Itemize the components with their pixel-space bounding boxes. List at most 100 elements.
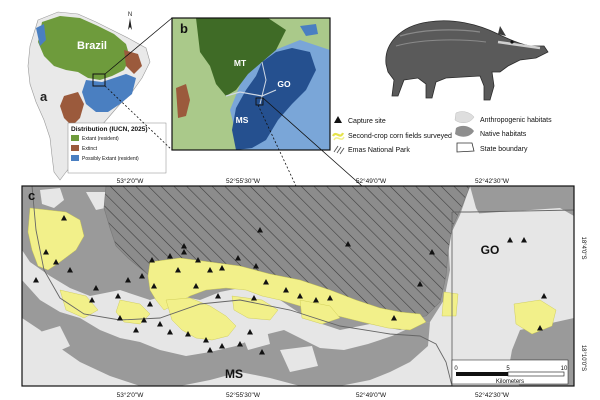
capture-site-triangle — [259, 349, 265, 355]
lat-tick: 18°4'0"S — [580, 236, 586, 259]
capture-site-triangle — [297, 293, 303, 299]
capture-site-triangle — [149, 257, 155, 263]
capture-site-triangle — [541, 293, 547, 299]
lon-ticks-top: 53°2'0"W 52°55'30"W 52°49'0"W 52°42'30"W — [117, 177, 510, 185]
svg-text:5: 5 — [506, 366, 510, 372]
capture-site-triangle — [185, 331, 191, 337]
panel-c: c GO MS 53°2'0"W 52°55'30"W 52°49'0"W 52… — [21, 177, 586, 399]
corn-field — [513, 299, 557, 335]
range-possibly-extant-2 — [36, 24, 46, 46]
lon-tick: 52°49'0"W — [356, 177, 387, 185]
capture-site-triangle — [283, 287, 289, 293]
hatch-swatch — [333, 145, 345, 155]
lon-tick: 53°2'0"W — [117, 177, 145, 185]
capture-site-triangle — [219, 343, 225, 349]
lon-tick: 52°42'30"W — [475, 391, 510, 399]
panel-c-letter: c — [28, 188, 35, 203]
range-extinct-2 — [124, 50, 142, 74]
capture-site-triangle — [237, 341, 243, 347]
capture-site-triangle — [167, 253, 173, 259]
corn-field — [231, 295, 279, 321]
state-label-go-c: GO — [481, 243, 500, 257]
capture-site-triangle — [537, 325, 543, 331]
capture-site-triangle — [93, 285, 99, 291]
capture-site-triangle — [195, 257, 201, 263]
state-label-ms-c: MS — [225, 367, 243, 381]
svg-text:0: 0 — [454, 366, 458, 372]
capture-site-triangle — [67, 267, 73, 273]
state-boundary — [31, 186, 453, 386]
lon-tick: 52°55'30"W — [226, 391, 261, 399]
study-area-box — [92, 73, 106, 87]
capture-site-triangle — [215, 293, 221, 299]
capture-site-triangle — [167, 329, 173, 335]
capture-site-triangle — [207, 267, 213, 273]
capture-site-triangle — [327, 295, 333, 301]
scale-bar: 0 5 10 Kilometers — [451, 359, 569, 385]
capture-site-triangle — [115, 293, 121, 299]
study-area-box-b — [255, 97, 264, 106]
capture-site-triangle — [251, 295, 257, 301]
state-label-ms: MS — [236, 115, 249, 125]
svg-text:Emas National Park: Emas National Park — [348, 147, 410, 154]
lat-tick: 18°10'0"S — [580, 345, 586, 371]
connector-line — [104, 85, 173, 151]
corn-field — [27, 207, 85, 271]
possibly-extant-swatch — [71, 155, 79, 161]
capture-site-triangle — [247, 329, 253, 335]
outline-swatch — [456, 142, 475, 153]
range-extinct — [60, 92, 84, 126]
svg-text:Native habitats: Native habitats — [480, 131, 527, 138]
go-ms-states — [232, 48, 316, 150]
corn-field — [115, 299, 151, 325]
native-habitat — [22, 280, 430, 386]
mt-state — [196, 18, 286, 96]
capture-site-triangle — [61, 215, 67, 221]
capture-site-triangle — [219, 265, 225, 271]
capture-site-triangle — [151, 283, 157, 289]
capture-site-triangle — [181, 243, 187, 249]
svg-text:Anthropogenic habitats: Anthropogenic habitats — [480, 117, 552, 124]
capture-site-triangle — [391, 315, 397, 321]
state-label-mt: MT — [234, 58, 247, 68]
corn-field — [441, 291, 459, 317]
connector-line — [257, 104, 297, 187]
capture-site-triangle — [141, 317, 147, 323]
corn-fields-swatch — [332, 132, 345, 141]
capture-site-triangle — [133, 327, 139, 333]
svg-text:Capture site: Capture site — [348, 118, 386, 125]
capture-site-triangle — [207, 347, 213, 353]
country-label: Brazil — [77, 40, 107, 52]
capture-site-triangle — [181, 249, 187, 255]
capture-site-triangle — [139, 273, 145, 279]
svg-text:N: N — [128, 12, 132, 18]
capture-site-triangle — [43, 249, 49, 255]
svg-text:10: 10 — [561, 366, 568, 372]
dark-gray-swatch — [455, 125, 474, 137]
iucn-legend: Distribution (IUCN, 2025) Extant (reside… — [67, 122, 167, 174]
panel-a: Brazil N a Distribution (IUCN, 2025) Ext… — [18, 6, 168, 184]
capture-site-triangle — [157, 321, 163, 327]
iucn-legend-title: Distribution (IUCN, 2025) — [71, 126, 148, 133]
capture-site-triangle — [313, 297, 319, 303]
panel-b-letter: b — [180, 21, 188, 36]
capture-site-triangle — [89, 297, 95, 303]
capture-site-triangle — [253, 263, 259, 269]
extant-swatch — [71, 135, 79, 141]
capture-site-triangle — [521, 237, 527, 243]
panel-a-letter: a — [40, 89, 48, 104]
svg-text:Kilometers: Kilometers — [496, 379, 524, 385]
corn-field — [299, 299, 341, 325]
capture-site-triangle — [345, 241, 351, 247]
lon-tick: 53°2'0"W — [117, 391, 145, 399]
panel-b: b MT GO MS — [171, 17, 331, 151]
extinct-swatch — [71, 145, 79, 151]
lat-ticks: 18°4'0"S 18°10'0"S — [580, 236, 586, 371]
capture-site-triangle — [507, 237, 513, 243]
svg-text:State boundary: State boundary — [480, 146, 528, 153]
capture-site-triangle — [125, 277, 131, 283]
lon-tick: 52°55'30"W — [226, 177, 261, 185]
range-extant — [38, 16, 130, 80]
light-gray-swatch — [454, 111, 475, 123]
range-possibly-extant — [82, 74, 136, 112]
